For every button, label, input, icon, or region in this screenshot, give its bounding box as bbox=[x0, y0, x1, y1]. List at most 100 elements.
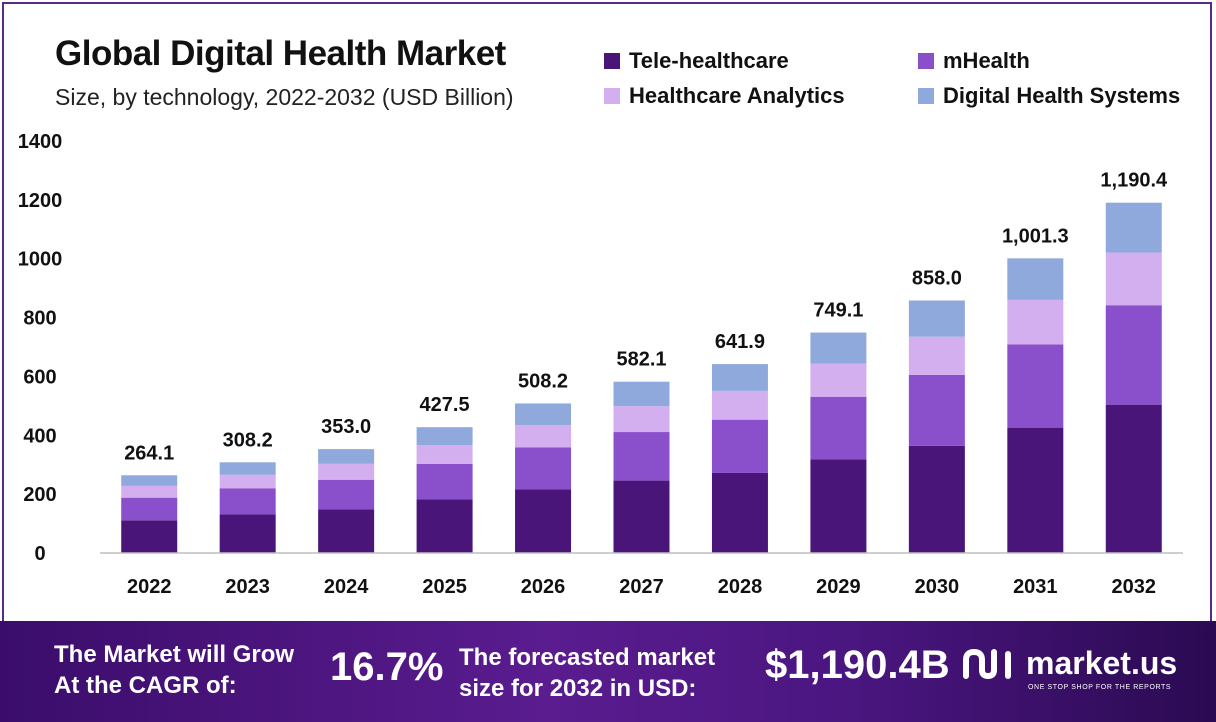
x-tick-label: 2028 bbox=[718, 576, 763, 598]
bar-segment-digital-health-systems-2024 bbox=[318, 449, 375, 464]
legend-item-healthcare-analytics: Healthcare Analytics bbox=[604, 83, 845, 109]
bar-segment-digital-health-systems-2032 bbox=[1105, 202, 1162, 253]
y-tick-label: 400 bbox=[23, 425, 56, 447]
bar-segment-healthcare-analytics-2032 bbox=[1105, 252, 1162, 306]
x-tick-label: 2027 bbox=[619, 576, 664, 598]
bar-segment-tele-healthcare-2023 bbox=[219, 514, 276, 553]
data-label-total-2031: 1,001.3 bbox=[1002, 225, 1069, 247]
data-label-total-2026: 508.2 bbox=[518, 370, 568, 392]
bar-segment-healthcare-analytics-2022 bbox=[121, 485, 178, 498]
footer-banner bbox=[0, 621, 1216, 722]
legend-label-mhealth: mHealth bbox=[943, 48, 1030, 73]
cagr-label-line2: At the CAGR of: bbox=[54, 672, 237, 699]
bar-segment-digital-health-systems-2031 bbox=[1007, 258, 1064, 300]
bar-segment-mhealth-2026 bbox=[515, 447, 572, 490]
bar-segment-digital-health-systems-2023 bbox=[219, 462, 276, 475]
market-us-logo-icon bbox=[963, 648, 1011, 680]
bar-segment-mhealth-2027 bbox=[613, 432, 670, 481]
chart-title: Global Digital Health Market bbox=[55, 34, 506, 73]
x-tick-label: 2026 bbox=[521, 576, 566, 598]
y-tick-label: 1400 bbox=[18, 131, 63, 153]
data-label-total-2024: 353.0 bbox=[321, 416, 371, 438]
bar-segment-digital-health-systems-2022 bbox=[121, 475, 178, 486]
bar-segment-digital-health-systems-2030 bbox=[908, 300, 965, 337]
bar-segment-tele-healthcare-2026 bbox=[515, 489, 572, 553]
y-tick-label: 1200 bbox=[18, 190, 63, 212]
bar-segment-mhealth-2030 bbox=[908, 374, 965, 446]
legend-swatch-tele-healthcare bbox=[604, 53, 620, 69]
bar-segment-healthcare-analytics-2030 bbox=[908, 336, 965, 375]
bar-segment-digital-health-systems-2027 bbox=[613, 381, 670, 407]
bar-segment-healthcare-analytics-2026 bbox=[515, 424, 572, 448]
bar-segment-healthcare-analytics-2029 bbox=[810, 363, 867, 397]
data-label-total-2029: 749.1 bbox=[813, 300, 863, 322]
bar-segment-tele-healthcare-2031 bbox=[1007, 427, 1064, 553]
bar-segment-healthcare-analytics-2023 bbox=[219, 474, 276, 489]
bar-segment-healthcare-analytics-2024 bbox=[318, 463, 375, 480]
x-tick-label: 2029 bbox=[816, 576, 861, 598]
bar-segment-mhealth-2023 bbox=[219, 488, 276, 515]
cagr-value: 16.7% bbox=[330, 645, 444, 689]
bar-segment-tele-healthcare-2027 bbox=[613, 480, 670, 553]
y-tick-label: 0 bbox=[34, 543, 45, 565]
data-label-total-2025: 427.5 bbox=[420, 394, 470, 416]
bar-segment-tele-healthcare-2028 bbox=[711, 472, 768, 553]
bar-segment-mhealth-2025 bbox=[416, 463, 473, 500]
data-label-total-2027: 582.1 bbox=[616, 349, 666, 371]
cagr-label-line1: The Market will Grow bbox=[54, 641, 295, 668]
forecast-label-line2: size for 2032 in USD: bbox=[459, 675, 697, 702]
bar-segment-tele-healthcare-2025 bbox=[416, 499, 473, 553]
chart-subtitle: Size, by technology, 2022-2032 (USD Bill… bbox=[55, 84, 514, 110]
x-tick-label: 2030 bbox=[915, 576, 960, 598]
x-tick-label: 2025 bbox=[422, 576, 467, 598]
bar-segment-healthcare-analytics-2031 bbox=[1007, 299, 1064, 345]
data-label-total-2023: 308.2 bbox=[223, 429, 273, 451]
x-tick-label: 2024 bbox=[324, 576, 369, 598]
bar-segment-healthcare-analytics-2028 bbox=[711, 390, 768, 420]
bar-segment-mhealth-2022 bbox=[121, 497, 178, 521]
legend-label-healthcare-analytics: Healthcare Analytics bbox=[629, 83, 845, 108]
y-tick-label: 1000 bbox=[18, 249, 63, 271]
cagr-label: The Market will Grow At the CAGR of: bbox=[54, 639, 294, 701]
bar-segment-mhealth-2031 bbox=[1007, 344, 1064, 428]
bar-segment-digital-health-systems-2028 bbox=[711, 364, 768, 391]
x-tick-label: 2031 bbox=[1013, 576, 1058, 598]
stacked-bar-chart: 0 200 400 600 800 1000 1200 1400 264.1 2022 308.2 2… bbox=[18, 131, 1183, 598]
y-tick-label: 200 bbox=[23, 484, 56, 506]
forecast-value: $1,190.4B bbox=[765, 643, 950, 687]
legend-item-mhealth: mHealth bbox=[918, 48, 1030, 74]
bar-segment-mhealth-2029 bbox=[810, 396, 867, 460]
bar-segment-digital-health-systems-2025 bbox=[416, 427, 473, 445]
forecast-label: The forecasted market size for 2032 in U… bbox=[459, 642, 715, 704]
brand-tagline: ONE STOP SHOP FOR THE REPORTS bbox=[1028, 684, 1172, 691]
data-label-total-2022: 264.1 bbox=[124, 442, 174, 464]
forecast-label-line1: The forecasted market bbox=[459, 644, 716, 671]
data-label-total-2032: 1,190.4 bbox=[1100, 170, 1168, 192]
y-tick-label: 600 bbox=[23, 366, 56, 388]
y-tick-label: 800 bbox=[23, 308, 56, 330]
legend-swatch-healthcare-analytics bbox=[604, 88, 620, 104]
legend-label-tele-healthcare: Tele-healthcare bbox=[629, 48, 789, 73]
data-label-total-2030: 858.0 bbox=[912, 268, 962, 290]
legend-label-digital-health-systems: Digital Health Systems bbox=[943, 83, 1181, 108]
x-tick-label: 2022 bbox=[127, 576, 172, 598]
bar-segment-mhealth-2024 bbox=[318, 479, 375, 510]
x-tick-label: 2032 bbox=[1112, 576, 1157, 598]
bar-segment-healthcare-analytics-2027 bbox=[613, 406, 670, 433]
legend-item-digital-health-systems: Digital Health Systems bbox=[918, 83, 1180, 109]
legend-item-tele-healthcare: Tele-healthcare bbox=[604, 48, 789, 74]
bar-segment-digital-health-systems-2026 bbox=[515, 403, 572, 425]
bar-segment-tele-healthcare-2030 bbox=[908, 445, 965, 553]
bar-segment-tele-healthcare-2032 bbox=[1105, 404, 1162, 553]
bar-segment-tele-healthcare-2022 bbox=[121, 520, 178, 553]
legend-swatch-mhealth bbox=[918, 53, 934, 69]
bar-segment-mhealth-2028 bbox=[711, 419, 768, 473]
data-label-total-2028: 641.9 bbox=[715, 331, 765, 353]
legend-swatch-digital-health-systems bbox=[918, 88, 934, 104]
bar-segment-digital-health-systems-2029 bbox=[810, 332, 867, 364]
bar-segment-tele-healthcare-2029 bbox=[810, 459, 867, 553]
brand-name: market.us bbox=[1026, 645, 1178, 681]
bar-segment-tele-healthcare-2024 bbox=[318, 509, 375, 553]
bar-segment-healthcare-analytics-2025 bbox=[416, 444, 473, 464]
bar-segment-mhealth-2032 bbox=[1105, 305, 1162, 405]
